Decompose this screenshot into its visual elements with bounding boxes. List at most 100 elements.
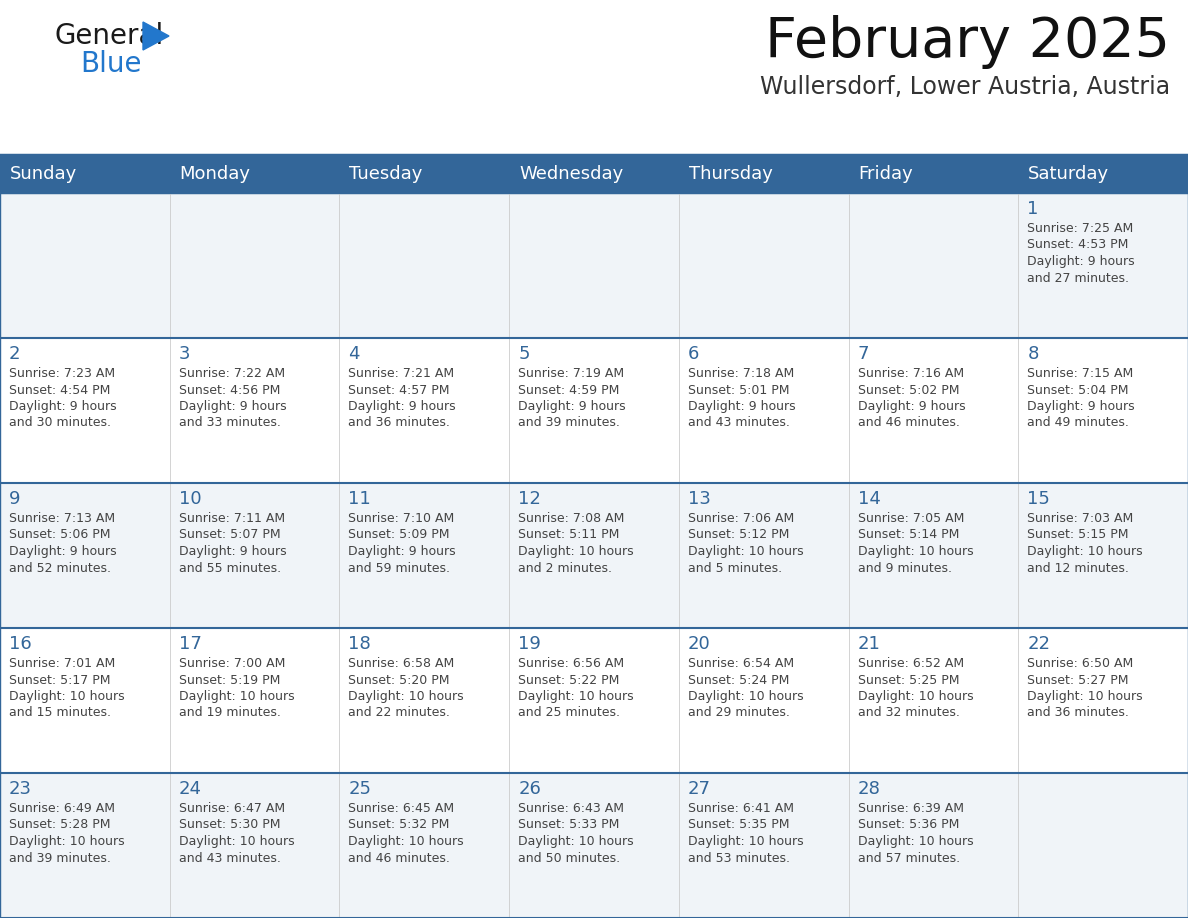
Text: Thursday: Thursday: [689, 165, 772, 183]
Text: Daylight: 9 hours: Daylight: 9 hours: [348, 545, 456, 558]
Text: Sunrise: 7:06 AM: Sunrise: 7:06 AM: [688, 512, 794, 525]
Text: Daylight: 10 hours: Daylight: 10 hours: [688, 545, 803, 558]
Text: Daylight: 9 hours: Daylight: 9 hours: [688, 400, 796, 413]
Text: 12: 12: [518, 490, 541, 508]
Text: and 27 minutes.: and 27 minutes.: [1028, 272, 1130, 285]
Text: and 22 minutes.: and 22 minutes.: [348, 707, 450, 720]
Text: 26: 26: [518, 780, 541, 798]
Text: Sunrise: 6:56 AM: Sunrise: 6:56 AM: [518, 657, 624, 670]
Text: Daylight: 10 hours: Daylight: 10 hours: [858, 835, 973, 848]
Text: Sunrise: 6:41 AM: Sunrise: 6:41 AM: [688, 802, 794, 815]
Text: 24: 24: [178, 780, 202, 798]
Text: Sunset: 5:25 PM: Sunset: 5:25 PM: [858, 674, 959, 687]
Text: Sunrise: 6:49 AM: Sunrise: 6:49 AM: [10, 802, 115, 815]
Text: 6: 6: [688, 345, 700, 363]
Text: 25: 25: [348, 780, 372, 798]
Text: Sunset: 5:15 PM: Sunset: 5:15 PM: [1028, 529, 1129, 542]
Text: Sunset: 4:53 PM: Sunset: 4:53 PM: [1028, 239, 1129, 252]
Text: 10: 10: [178, 490, 201, 508]
Text: and 19 minutes.: and 19 minutes.: [178, 707, 280, 720]
Text: and 2 minutes.: and 2 minutes.: [518, 562, 612, 575]
Text: General: General: [55, 22, 164, 50]
Text: Daylight: 9 hours: Daylight: 9 hours: [858, 400, 965, 413]
Text: Sunset: 5:04 PM: Sunset: 5:04 PM: [1028, 384, 1129, 397]
Text: Sunset: 5:01 PM: Sunset: 5:01 PM: [688, 384, 789, 397]
Text: 22: 22: [1028, 635, 1050, 653]
Text: 15: 15: [1028, 490, 1050, 508]
Text: Sunrise: 6:45 AM: Sunrise: 6:45 AM: [348, 802, 455, 815]
Text: Sunrise: 7:18 AM: Sunrise: 7:18 AM: [688, 367, 794, 380]
Text: Sunday: Sunday: [10, 165, 77, 183]
Text: February 2025: February 2025: [765, 15, 1170, 69]
Text: and 46 minutes.: and 46 minutes.: [858, 417, 960, 430]
Bar: [0, 773, 1188, 918]
Text: Sunrise: 7:25 AM: Sunrise: 7:25 AM: [1028, 222, 1133, 235]
Text: Daylight: 10 hours: Daylight: 10 hours: [10, 690, 125, 703]
Text: 21: 21: [858, 635, 880, 653]
Bar: [0, 338, 1188, 483]
Text: Sunrise: 7:03 AM: Sunrise: 7:03 AM: [1028, 512, 1133, 525]
Text: Wullersdorf, Lower Austria, Austria: Wullersdorf, Lower Austria, Austria: [760, 75, 1170, 99]
Text: Daylight: 10 hours: Daylight: 10 hours: [518, 545, 633, 558]
Text: Sunrise: 7:13 AM: Sunrise: 7:13 AM: [10, 512, 115, 525]
Text: Sunrise: 6:43 AM: Sunrise: 6:43 AM: [518, 802, 624, 815]
Text: Sunset: 5:36 PM: Sunset: 5:36 PM: [858, 819, 959, 832]
Text: Daylight: 9 hours: Daylight: 9 hours: [1028, 255, 1135, 268]
Text: and 9 minutes.: and 9 minutes.: [858, 562, 952, 575]
Text: Daylight: 10 hours: Daylight: 10 hours: [858, 545, 973, 558]
Text: 7: 7: [858, 345, 870, 363]
Text: 27: 27: [688, 780, 710, 798]
Text: Daylight: 9 hours: Daylight: 9 hours: [178, 400, 286, 413]
Text: 8: 8: [1028, 345, 1038, 363]
Text: Daylight: 10 hours: Daylight: 10 hours: [348, 835, 465, 848]
Text: 1: 1: [1028, 200, 1038, 218]
Text: and 15 minutes.: and 15 minutes.: [10, 707, 110, 720]
Text: Daylight: 9 hours: Daylight: 9 hours: [348, 400, 456, 413]
Text: Sunset: 5:35 PM: Sunset: 5:35 PM: [688, 819, 789, 832]
Text: 2: 2: [10, 345, 20, 363]
Bar: [0, 483, 1188, 628]
Text: Sunset: 4:56 PM: Sunset: 4:56 PM: [178, 384, 280, 397]
Text: and 50 minutes.: and 50 minutes.: [518, 852, 620, 865]
Text: 19: 19: [518, 635, 541, 653]
Text: Sunset: 5:32 PM: Sunset: 5:32 PM: [348, 819, 450, 832]
Text: 14: 14: [858, 490, 880, 508]
Text: and 39 minutes.: and 39 minutes.: [518, 417, 620, 430]
Text: and 57 minutes.: and 57 minutes.: [858, 852, 960, 865]
Text: Daylight: 10 hours: Daylight: 10 hours: [518, 690, 633, 703]
Text: Daylight: 10 hours: Daylight: 10 hours: [178, 835, 295, 848]
Text: Sunset: 5:24 PM: Sunset: 5:24 PM: [688, 674, 789, 687]
Text: Daylight: 9 hours: Daylight: 9 hours: [178, 545, 286, 558]
Text: Daylight: 10 hours: Daylight: 10 hours: [688, 835, 803, 848]
Text: Sunrise: 6:50 AM: Sunrise: 6:50 AM: [1028, 657, 1133, 670]
Bar: [0, 628, 1188, 773]
Text: 9: 9: [10, 490, 20, 508]
Text: Sunrise: 7:11 AM: Sunrise: 7:11 AM: [178, 512, 285, 525]
Text: Daylight: 10 hours: Daylight: 10 hours: [178, 690, 295, 703]
Text: Sunset: 5:06 PM: Sunset: 5:06 PM: [10, 529, 110, 542]
Text: Daylight: 9 hours: Daylight: 9 hours: [1028, 400, 1135, 413]
Text: and 53 minutes.: and 53 minutes.: [688, 852, 790, 865]
Text: Sunset: 5:19 PM: Sunset: 5:19 PM: [178, 674, 280, 687]
Text: Daylight: 10 hours: Daylight: 10 hours: [518, 835, 633, 848]
Text: Sunrise: 7:01 AM: Sunrise: 7:01 AM: [10, 657, 115, 670]
Text: Sunrise: 6:58 AM: Sunrise: 6:58 AM: [348, 657, 455, 670]
Text: and 49 minutes.: and 49 minutes.: [1028, 417, 1129, 430]
Text: Daylight: 10 hours: Daylight: 10 hours: [348, 690, 465, 703]
Text: Daylight: 9 hours: Daylight: 9 hours: [518, 400, 626, 413]
Text: Sunrise: 7:23 AM: Sunrise: 7:23 AM: [10, 367, 115, 380]
Text: Sunrise: 7:15 AM: Sunrise: 7:15 AM: [1028, 367, 1133, 380]
Text: Daylight: 10 hours: Daylight: 10 hours: [858, 690, 973, 703]
Text: Sunset: 5:22 PM: Sunset: 5:22 PM: [518, 674, 619, 687]
Text: and 25 minutes.: and 25 minutes.: [518, 707, 620, 720]
Text: Sunset: 5:14 PM: Sunset: 5:14 PM: [858, 529, 959, 542]
Text: 17: 17: [178, 635, 202, 653]
Text: Sunset: 5:17 PM: Sunset: 5:17 PM: [10, 674, 110, 687]
Text: Daylight: 10 hours: Daylight: 10 hours: [1028, 690, 1143, 703]
Text: and 55 minutes.: and 55 minutes.: [178, 562, 280, 575]
Text: Friday: Friday: [859, 165, 914, 183]
Text: Sunset: 5:09 PM: Sunset: 5:09 PM: [348, 529, 450, 542]
Text: Sunrise: 6:47 AM: Sunrise: 6:47 AM: [178, 802, 285, 815]
Text: Sunrise: 6:39 AM: Sunrise: 6:39 AM: [858, 802, 963, 815]
Text: Sunrise: 7:00 AM: Sunrise: 7:00 AM: [178, 657, 285, 670]
